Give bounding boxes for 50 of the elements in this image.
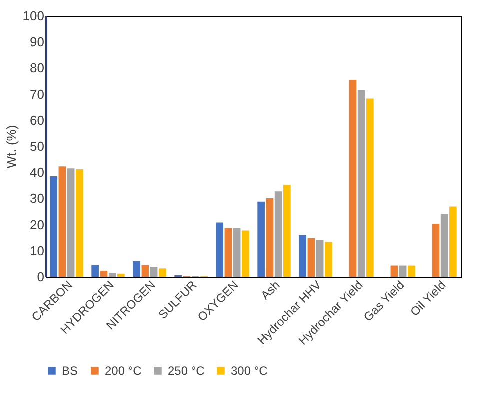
y-tick-label: 0 xyxy=(37,270,44,284)
bar xyxy=(358,90,366,277)
bar xyxy=(316,240,324,277)
bar xyxy=(399,266,407,277)
bar xyxy=(408,266,416,277)
bar xyxy=(50,176,58,277)
bar xyxy=(325,242,332,277)
legend-label: 200 °C xyxy=(105,364,142,378)
bar xyxy=(266,198,274,277)
legend-label: BS xyxy=(62,364,78,378)
bar xyxy=(67,168,75,277)
bar xyxy=(390,266,398,277)
legend-label: 300 °C xyxy=(231,364,268,378)
bar xyxy=(258,202,265,277)
y-tick-label: 80 xyxy=(30,60,44,76)
bar xyxy=(284,185,291,277)
bar xyxy=(349,80,357,277)
y-tick-label: 60 xyxy=(30,112,44,128)
bar xyxy=(133,261,140,277)
bar xyxy=(432,224,440,277)
bar xyxy=(308,238,316,277)
y-tick-label: 90 xyxy=(30,34,44,50)
y-tick-label: 70 xyxy=(30,86,44,102)
x-tick-label: Ash xyxy=(258,278,283,303)
y-tick-label: 40 xyxy=(30,165,44,180)
bar xyxy=(450,206,457,277)
bar xyxy=(76,169,84,277)
bar xyxy=(92,265,99,277)
bar xyxy=(142,265,150,277)
bar xyxy=(299,235,306,277)
bar xyxy=(58,166,66,277)
bar xyxy=(159,268,166,277)
legend-label: 250 °C xyxy=(168,364,206,378)
bar xyxy=(440,214,448,277)
bar xyxy=(224,228,232,277)
bar xyxy=(216,222,224,277)
y-tick-label: 10 xyxy=(30,243,44,258)
bar xyxy=(118,274,125,277)
bar xyxy=(233,228,241,277)
y-tick-label: 20 xyxy=(30,217,44,232)
bar xyxy=(108,273,116,277)
y-tick-label: 30 xyxy=(30,191,44,206)
bar xyxy=(100,270,108,277)
bar xyxy=(274,192,282,277)
y-tick-label: 50 xyxy=(30,139,44,154)
y-tick-label: 100 xyxy=(22,8,44,24)
y-axis-title: Wt. (%) xyxy=(4,125,19,169)
bar xyxy=(150,267,158,277)
bar xyxy=(366,98,374,277)
bar xyxy=(242,230,250,277)
